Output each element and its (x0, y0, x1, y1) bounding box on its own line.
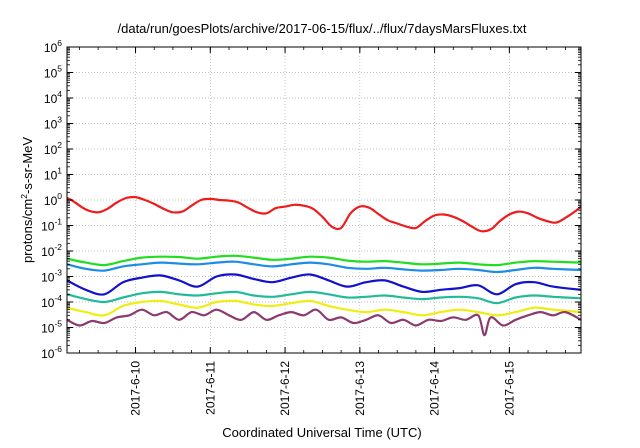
y-tick-label: 10-2 (41, 242, 62, 259)
y-tick-base: 10 (44, 118, 58, 132)
y-tick-label: 10-1 (41, 217, 62, 234)
series-line-1 (66, 195, 582, 233)
series-line-4 (66, 273, 582, 296)
series-line-7 (66, 308, 582, 337)
y-axis-label-sup: 2 (19, 194, 29, 199)
y-tick-label: 10-4 (41, 293, 62, 310)
y-tick-exponent: 6 (57, 38, 62, 48)
y-tick-base: 10 (41, 245, 55, 259)
y-tick-label: 100 (44, 191, 62, 208)
series-line-2 (66, 254, 582, 267)
y-tick-label: 105 (44, 64, 62, 81)
y-tick-exponent: 5 (57, 64, 62, 74)
chart-title: /data/run/goesPlots/archive/2017-06-15/f… (118, 21, 527, 36)
y-tick-base: 10 (44, 143, 58, 157)
x-tick-label: 2017-6-11 (203, 361, 217, 415)
y-tick-base: 10 (44, 41, 58, 55)
x-tick-labels: 2017-6-10 2017-6-11 2017-6-12 2017-6-13 2017… (129, 361, 517, 416)
x-tick-label: 2017-6-10 (129, 361, 143, 416)
y-axis-label-main: protons/cm (20, 199, 35, 263)
y-tick-label: 10-5 (41, 319, 62, 336)
y-tick-base: 10 (44, 194, 58, 208)
series-layer (66, 195, 582, 337)
y-tick-label: 101 (44, 166, 62, 183)
y-tick-base: 10 (41, 271, 55, 285)
x-tick-label: 2017-6-15 (502, 361, 516, 416)
x-tick-label: 2017-6-12 (278, 361, 292, 416)
series-line-3 (66, 260, 582, 274)
y-tick-label: 103 (44, 115, 62, 132)
y-tick-exponent: 1 (57, 166, 62, 176)
y-tick-label: 106 (44, 38, 62, 55)
x-axis-label: Coordinated Universal Time (UTC) (222, 425, 421, 440)
y-axis-label-rest: -s-sr-MeV (20, 137, 35, 194)
y-tick-exponent: 4 (57, 89, 62, 99)
y-tick-base: 10 (44, 92, 58, 106)
x-tick-label: 2017-6-14 (428, 361, 442, 416)
series-line-6 (66, 299, 582, 317)
y-axis-label: protons/cm2-s-sr-MeV (19, 137, 35, 263)
y-tick-label: 10-6 (41, 344, 62, 361)
series-line-5 (66, 290, 582, 305)
y-tick-exponent: 2 (57, 140, 62, 150)
y-tick-base: 10 (41, 296, 55, 310)
y-tick-base: 10 (44, 169, 58, 183)
y-tick-exponent: 3 (57, 115, 62, 125)
y-tick-exponent: -2 (54, 242, 62, 252)
y-tick-label: 10-3 (41, 268, 62, 285)
y-tick-exponent: -1 (54, 217, 62, 227)
y-tick-exponent: -5 (54, 319, 62, 329)
axis-ticks (67, 46, 581, 354)
y-tick-base: 10 (44, 67, 58, 81)
y-tick-label: 104 (44, 89, 62, 106)
y-tick-base: 10 (41, 347, 55, 361)
y-tick-labels: 10-610-510-410-310-210-11001011021031041… (41, 38, 62, 361)
y-tick-base: 10 (41, 220, 55, 234)
y-tick-exponent: 0 (57, 191, 62, 201)
y-tick-exponent: -6 (54, 344, 62, 354)
y-tick-exponent: -4 (54, 293, 62, 303)
y-tick-exponent: -3 (54, 268, 62, 278)
y-tick-label: 102 (44, 140, 62, 157)
x-tick-label: 2017-6-13 (353, 361, 367, 416)
y-tick-base: 10 (41, 322, 55, 336)
